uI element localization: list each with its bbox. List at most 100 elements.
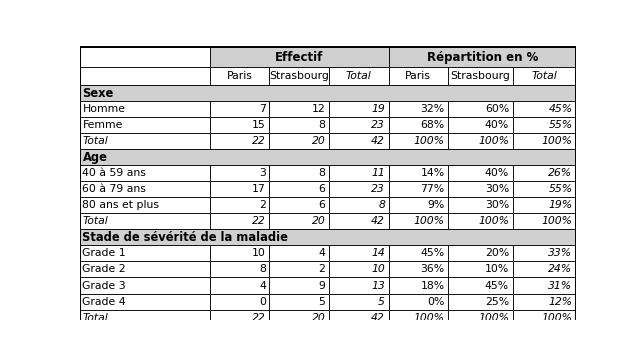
Bar bbox=[448, 213, 513, 229]
Bar bbox=[388, 47, 576, 67]
Text: 36%: 36% bbox=[420, 265, 445, 275]
Bar bbox=[448, 294, 513, 309]
Bar bbox=[388, 165, 448, 181]
Text: 77%: 77% bbox=[420, 184, 445, 194]
Text: 5: 5 bbox=[378, 297, 385, 307]
Text: 30%: 30% bbox=[484, 200, 509, 210]
Bar bbox=[388, 246, 448, 261]
Bar bbox=[388, 67, 448, 85]
Bar bbox=[388, 117, 448, 133]
Text: 11: 11 bbox=[371, 168, 385, 178]
Bar bbox=[448, 165, 513, 181]
Bar bbox=[80, 294, 210, 309]
Text: 5: 5 bbox=[319, 297, 326, 307]
Text: Sexe: Sexe bbox=[83, 87, 114, 99]
Bar bbox=[388, 278, 448, 294]
Text: 6: 6 bbox=[319, 184, 326, 194]
Text: Strasbourg: Strasbourg bbox=[269, 71, 329, 81]
Bar bbox=[448, 197, 513, 213]
Bar bbox=[269, 165, 329, 181]
Bar bbox=[80, 261, 210, 278]
Bar bbox=[329, 309, 388, 326]
Text: 80 ans et plus: 80 ans et plus bbox=[83, 200, 159, 210]
Text: Strasbourg: Strasbourg bbox=[451, 71, 510, 81]
Text: 8: 8 bbox=[319, 168, 326, 178]
Bar bbox=[210, 67, 269, 85]
Text: 10%: 10% bbox=[484, 265, 509, 275]
Text: Grade 2: Grade 2 bbox=[83, 265, 126, 275]
Text: 100%: 100% bbox=[478, 136, 509, 146]
Text: 14: 14 bbox=[371, 248, 385, 258]
Text: 20: 20 bbox=[312, 136, 326, 146]
Bar bbox=[329, 197, 388, 213]
Text: 10: 10 bbox=[371, 265, 385, 275]
Text: 4: 4 bbox=[259, 280, 266, 290]
Text: 45%: 45% bbox=[420, 248, 445, 258]
Text: 31%: 31% bbox=[548, 280, 573, 290]
Text: Paris: Paris bbox=[227, 71, 253, 81]
Bar bbox=[269, 278, 329, 294]
Bar bbox=[269, 246, 329, 261]
Text: 100%: 100% bbox=[541, 216, 573, 227]
Bar bbox=[329, 294, 388, 309]
Text: 8: 8 bbox=[319, 120, 326, 130]
Text: Grade 3: Grade 3 bbox=[83, 280, 126, 290]
Bar bbox=[210, 309, 269, 326]
Bar bbox=[513, 309, 576, 326]
Text: 30%: 30% bbox=[484, 184, 509, 194]
Bar bbox=[329, 246, 388, 261]
Text: 12: 12 bbox=[312, 104, 326, 114]
Text: 100%: 100% bbox=[541, 313, 573, 323]
Text: 6: 6 bbox=[319, 200, 326, 210]
Bar bbox=[80, 213, 210, 229]
Text: 45%: 45% bbox=[548, 104, 573, 114]
Bar bbox=[80, 246, 210, 261]
Bar bbox=[269, 67, 329, 85]
Text: 42: 42 bbox=[371, 313, 385, 323]
Bar bbox=[80, 181, 210, 197]
Bar bbox=[269, 294, 329, 309]
Bar bbox=[80, 47, 210, 67]
Bar bbox=[269, 213, 329, 229]
Bar bbox=[513, 101, 576, 117]
Bar bbox=[448, 67, 513, 85]
Text: 42: 42 bbox=[371, 136, 385, 146]
Text: Total: Total bbox=[346, 71, 372, 81]
Text: 45%: 45% bbox=[485, 280, 509, 290]
Text: 7: 7 bbox=[259, 104, 266, 114]
Text: 22: 22 bbox=[252, 136, 266, 146]
Bar bbox=[80, 85, 576, 101]
Text: Répartition en %: Répartition en % bbox=[427, 51, 538, 64]
Bar bbox=[329, 133, 388, 149]
Text: 17: 17 bbox=[252, 184, 266, 194]
Text: Total: Total bbox=[531, 71, 557, 81]
Bar bbox=[513, 294, 576, 309]
Bar bbox=[329, 181, 388, 197]
Text: 55%: 55% bbox=[548, 120, 573, 130]
Text: 24%: 24% bbox=[548, 265, 573, 275]
Bar bbox=[448, 133, 513, 149]
Bar bbox=[448, 309, 513, 326]
Bar bbox=[513, 246, 576, 261]
Bar bbox=[448, 261, 513, 278]
Bar bbox=[329, 101, 388, 117]
Text: 40%: 40% bbox=[484, 168, 509, 178]
Bar bbox=[388, 261, 448, 278]
Bar bbox=[210, 197, 269, 213]
Bar bbox=[210, 246, 269, 261]
Text: 12%: 12% bbox=[548, 297, 573, 307]
Bar bbox=[80, 149, 576, 165]
Bar bbox=[513, 197, 576, 213]
Text: 100%: 100% bbox=[478, 216, 509, 227]
Bar bbox=[513, 278, 576, 294]
Bar bbox=[210, 47, 388, 67]
Bar bbox=[388, 101, 448, 117]
Text: 23: 23 bbox=[371, 120, 385, 130]
Bar bbox=[80, 229, 576, 246]
Bar bbox=[513, 133, 576, 149]
Bar bbox=[329, 67, 388, 85]
Text: 32%: 32% bbox=[420, 104, 445, 114]
Text: 0%: 0% bbox=[427, 297, 445, 307]
Text: 100%: 100% bbox=[541, 136, 573, 146]
Bar bbox=[210, 101, 269, 117]
